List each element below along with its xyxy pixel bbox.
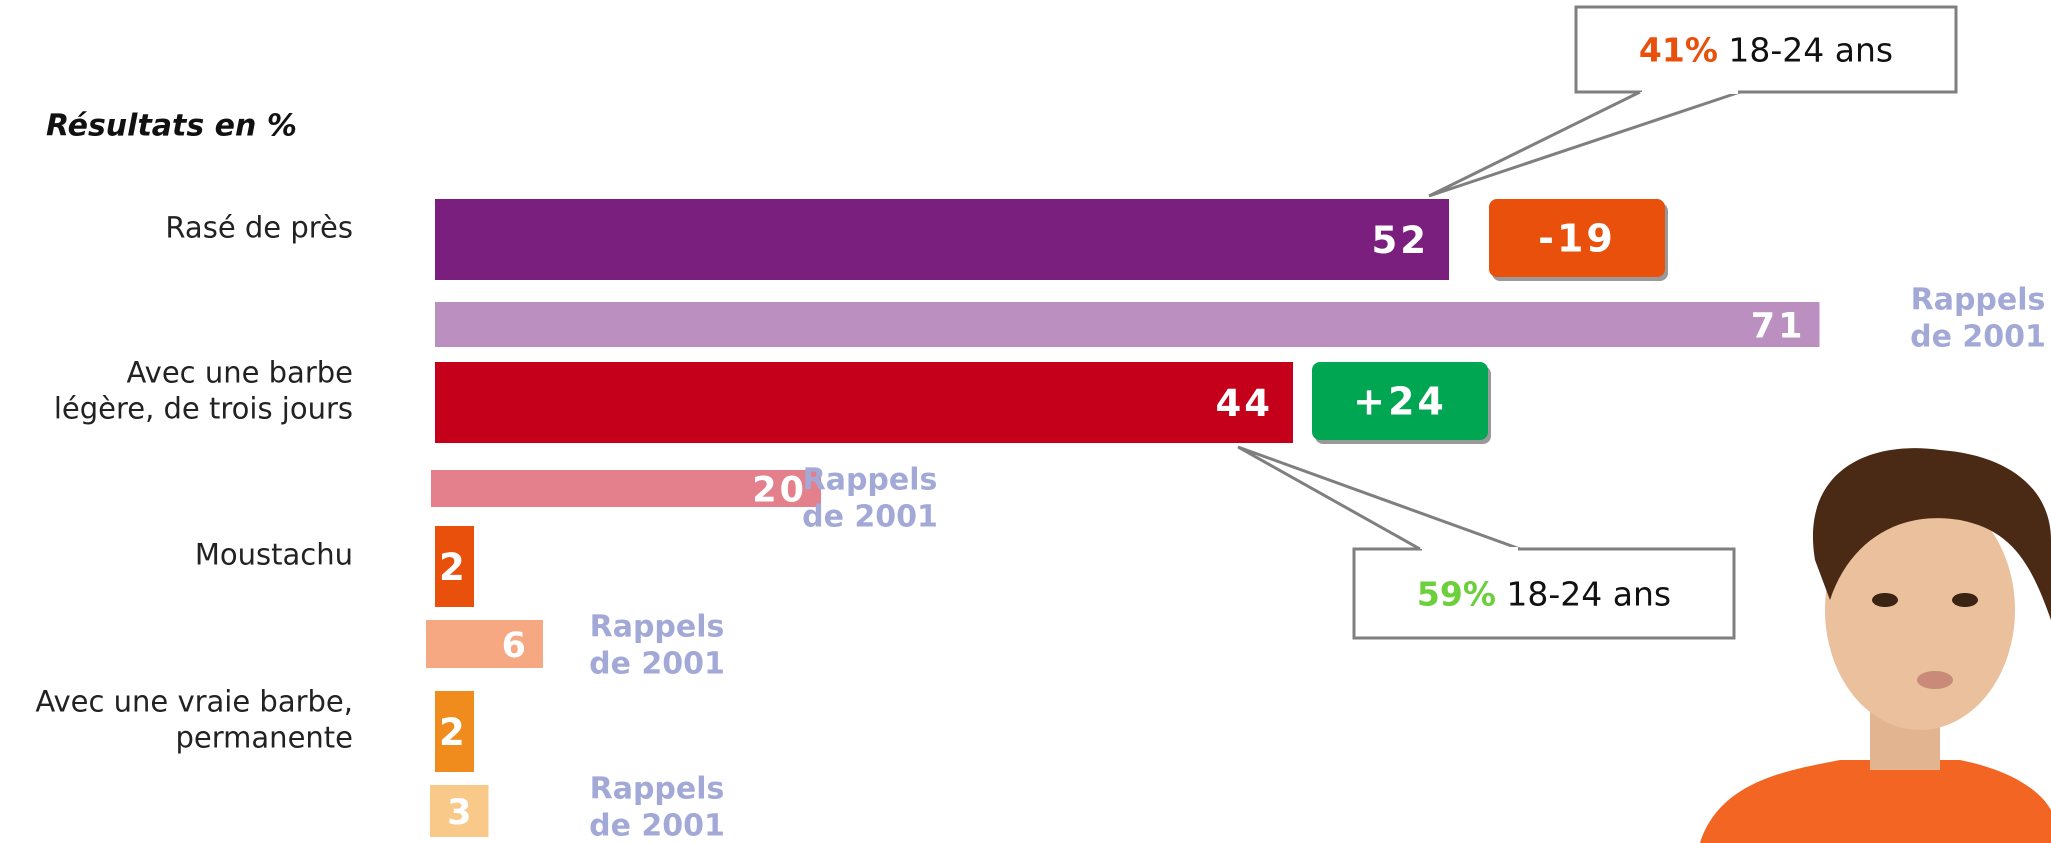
category-label: Avec une barbe (127, 356, 353, 390)
callout-pointer (1429, 92, 1740, 196)
category-label: Moustachu (195, 538, 353, 572)
callout: 41% 18-24 ans (1429, 7, 1956, 196)
recall-label: Rappels (1911, 283, 2046, 318)
category-label: légère, de trois jours (54, 392, 353, 426)
chart-title: Résultats en % (46, 109, 297, 144)
bar (435, 362, 1293, 443)
category-label: Rasé de près (165, 211, 353, 245)
change-label: +24 (1353, 380, 1447, 424)
callout-label: 18-24 ans (1506, 574, 1671, 613)
recall-value-label: 71 (1751, 307, 1806, 347)
callout-label: 18-24 ans (1728, 30, 1893, 69)
recall-label: de 2001 (589, 809, 725, 843)
category-label: Avec une vraie barbe, (35, 685, 353, 719)
category-label: permanente (176, 721, 354, 755)
change-label: -19 (1538, 217, 1616, 261)
recall-label: de 2001 (802, 500, 938, 535)
callout-text: 59% 18-24 ans (1417, 574, 1671, 613)
value-label: 44 (1216, 382, 1274, 425)
recall-label: de 2001 (589, 647, 725, 682)
recall-label: Rappels (590, 610, 725, 645)
recall-label: de 2001 (1910, 320, 2046, 355)
recall-value-label: 6 (502, 626, 529, 666)
callout-pointer (1238, 447, 1520, 549)
recall-value-label: 3 (447, 793, 474, 833)
value-label: 52 (1372, 219, 1430, 262)
value-label: 2 (439, 711, 468, 754)
callout-text: 41% 18-24 ans (1639, 30, 1893, 69)
recall-value-label: 20 (752, 471, 807, 511)
chart: Résultats en % Rasé de près5271Rappelsde… (0, 0, 2051, 843)
value-label: 2 (439, 546, 468, 589)
callout-value: 41% (1639, 30, 1718, 69)
recall-bar (435, 302, 1820, 347)
callout-value: 59% (1417, 574, 1496, 613)
bar (435, 199, 1449, 280)
person-illustration (1700, 448, 2051, 843)
recall-label: Rappels (590, 772, 725, 807)
callout: 59% 18-24 ans (1238, 447, 1734, 638)
recall-label: Rappels (803, 463, 938, 498)
